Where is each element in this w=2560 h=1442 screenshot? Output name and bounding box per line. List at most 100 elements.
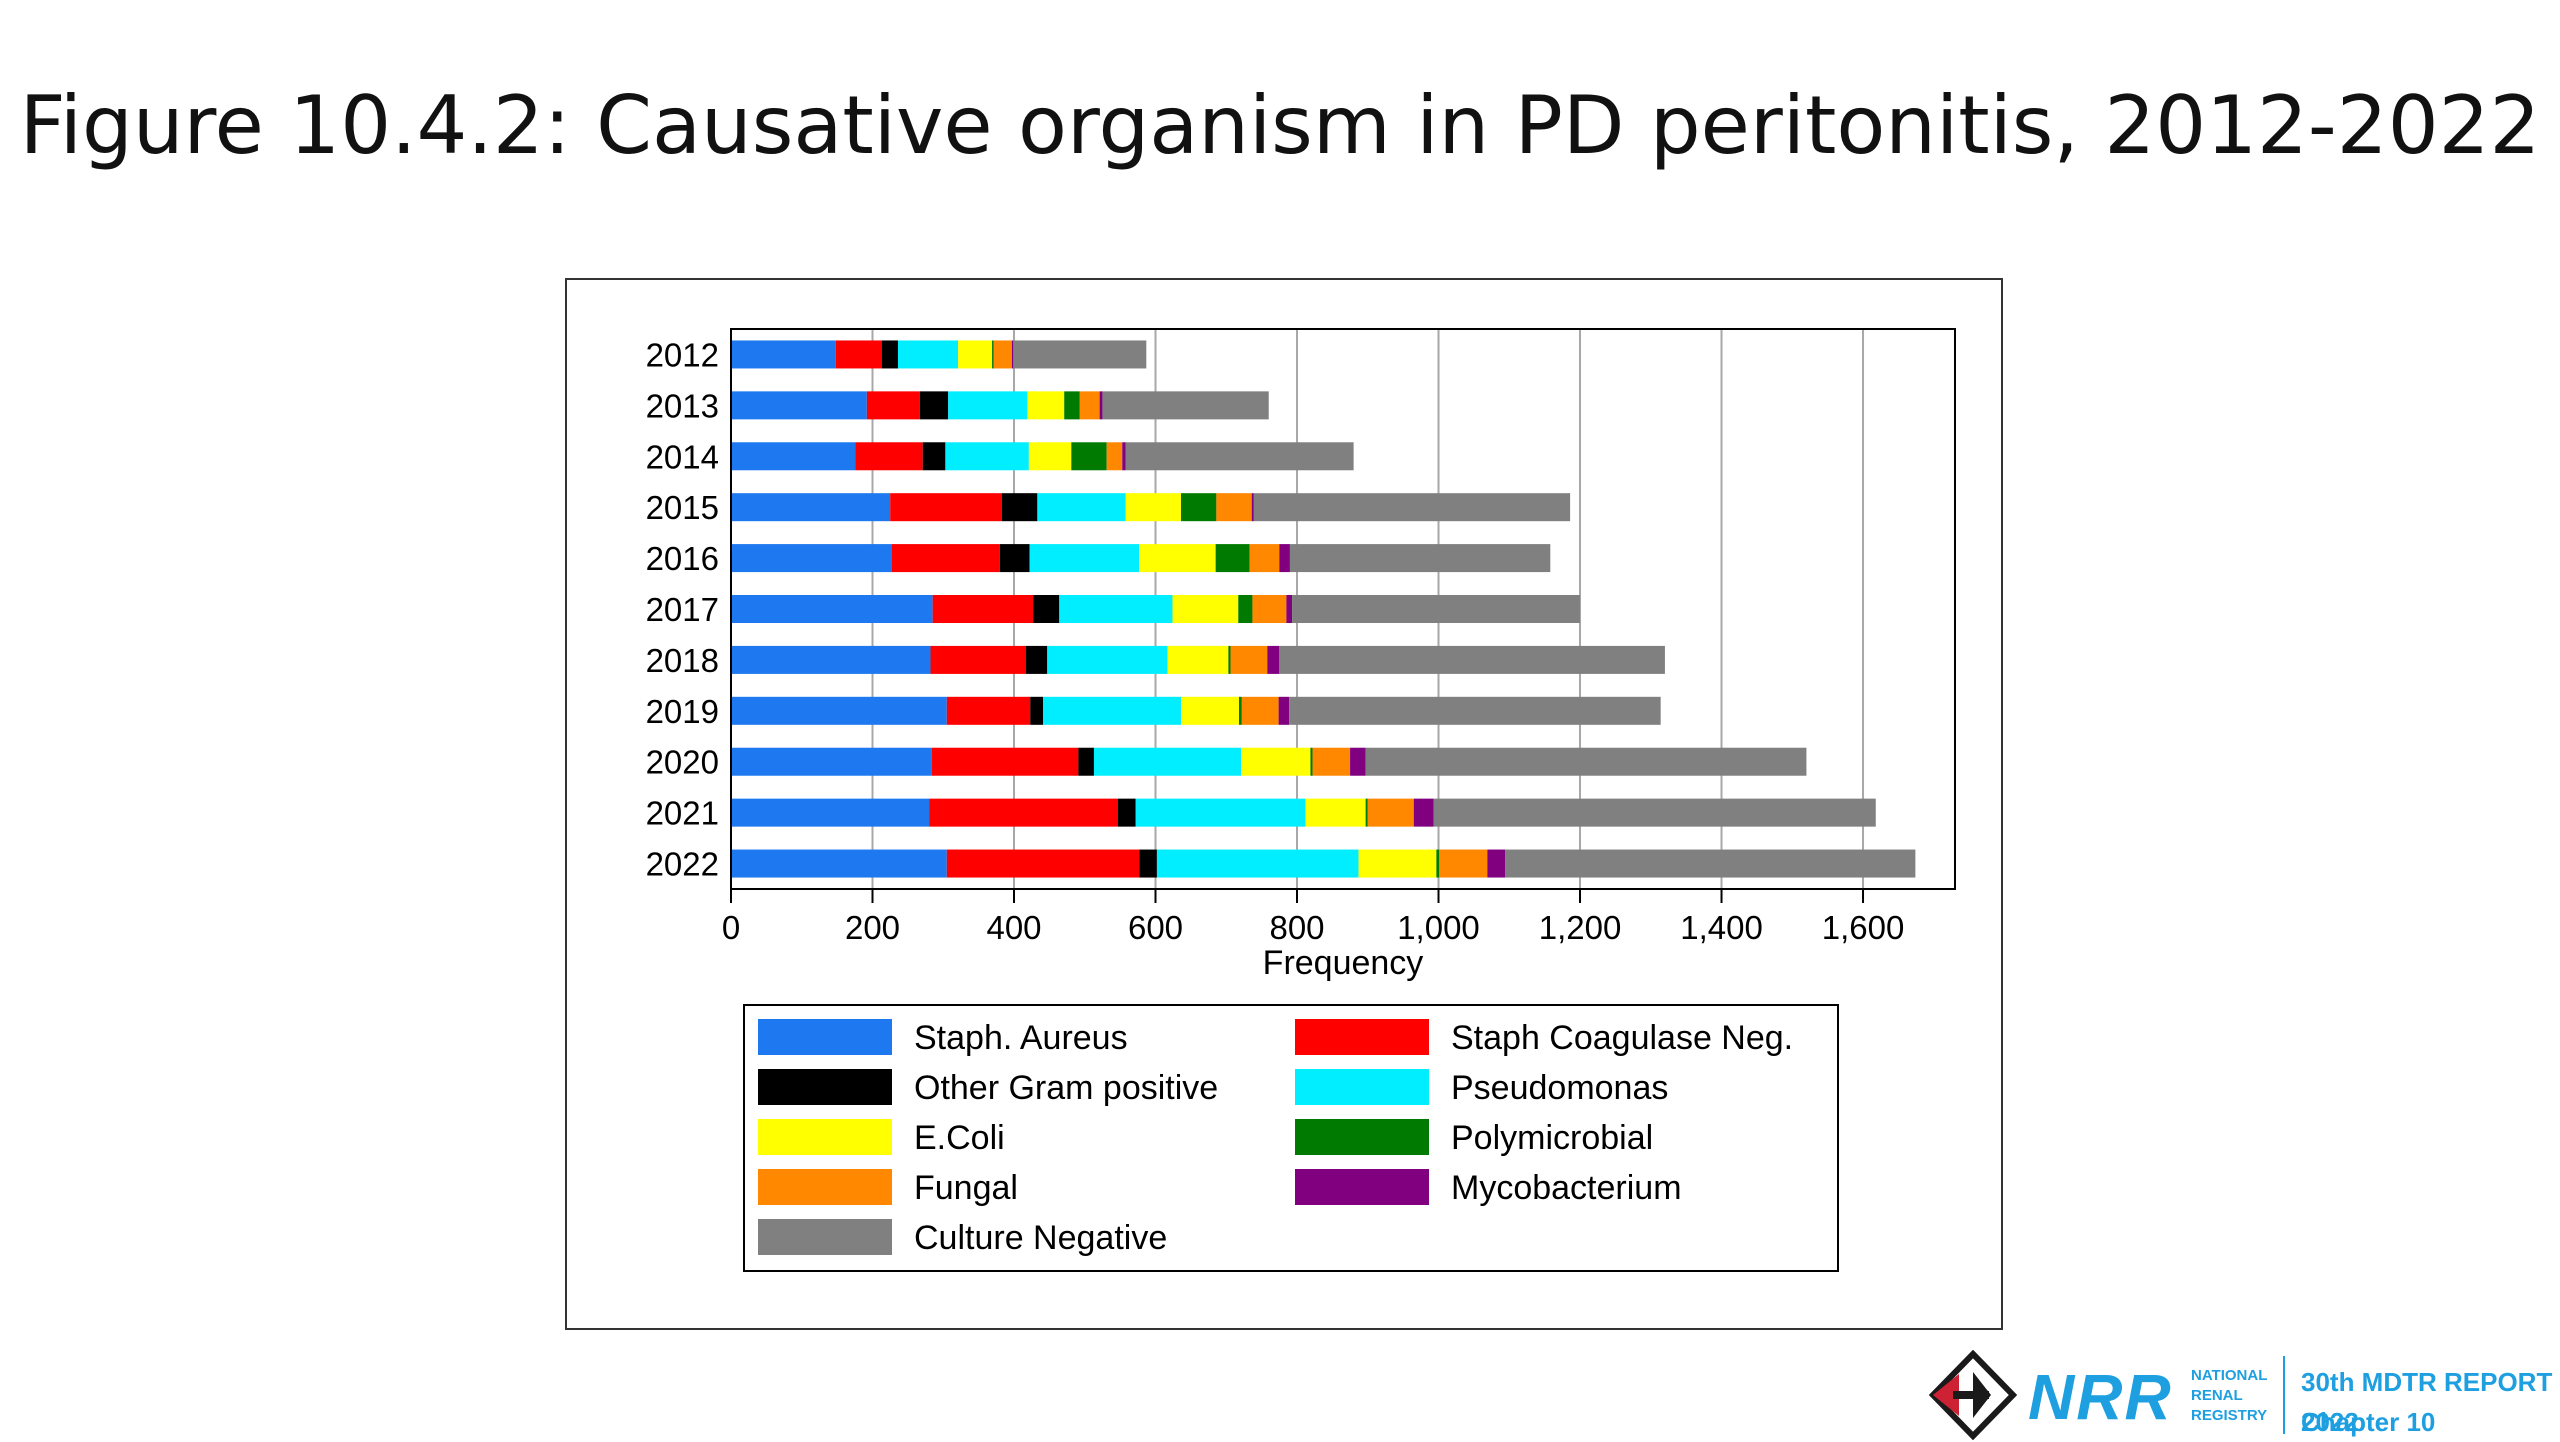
bar-segment (946, 696, 1031, 725)
bar-segment (1013, 340, 1147, 369)
bar-segment (999, 544, 1030, 573)
bar-segment (731, 340, 836, 369)
y-tick-label: 2012 (646, 336, 719, 373)
bar-segment (731, 493, 891, 522)
x-tick-label: 0 (722, 909, 740, 946)
bar-segment (1292, 595, 1581, 623)
bar-segment (1139, 544, 1216, 573)
bar-segment (1505, 849, 1916, 878)
legend-swatch (1295, 1169, 1429, 1205)
bar-segment (881, 340, 898, 369)
report-label: 30th MDTR REPORT 2022 Chapter 10 (2301, 1362, 2560, 1442)
legend-label: E.Coli (914, 1119, 1005, 1157)
bar-segment (1029, 544, 1140, 573)
bar-segment (1122, 442, 1126, 471)
bar-segment (1289, 544, 1551, 573)
nrr-sub-line-1: NATIONAL (2191, 1367, 2268, 1384)
legend-swatch (1295, 1069, 1429, 1105)
legend-label: Culture Negative (914, 1219, 1167, 1257)
bar-segment (1079, 391, 1100, 420)
y-tick-label: 2014 (646, 438, 719, 475)
bar-segment (1047, 645, 1168, 674)
bar-segment (1078, 747, 1094, 776)
stacked-bar-chart: 2012 2013 2014 2015 2016 2017 2018 2019 2020 2021… (646, 328, 1956, 1272)
y-tick-label: 2021 (646, 795, 719, 832)
nrr-logo-text: NRR (2028, 1361, 2173, 1433)
bar-segment (1102, 391, 1269, 420)
bar-segment (1011, 340, 1014, 369)
bar-segment (897, 340, 959, 369)
bar-segment (948, 391, 1028, 420)
x-tick-label: 800 (1269, 909, 1324, 946)
footer: NRR NATIONAL RENAL REGISTRY 30th MDTR RE… (1925, 1350, 2560, 1440)
bar-segment (731, 645, 931, 674)
bar-segment (1413, 798, 1434, 827)
legend-swatch (758, 1019, 892, 1055)
legend-label: Fungal (914, 1169, 1018, 1207)
bar-segment (1253, 493, 1571, 522)
bar-segment (1249, 544, 1280, 573)
bar-segment (1037, 493, 1126, 522)
y-tick-label: 2017 (646, 591, 719, 628)
bar-segment (731, 849, 947, 878)
bar-segment (1305, 798, 1366, 827)
bar-segment (945, 442, 1029, 471)
y-tick-label: 2019 (646, 693, 719, 730)
bar-segment (890, 493, 1002, 522)
legend-swatch (758, 1069, 892, 1105)
bar-segment (1279, 645, 1665, 674)
bar-segment (1001, 493, 1038, 522)
y-tick-label: 2016 (646, 540, 719, 577)
legend-box (743, 1004, 1839, 1272)
bar-segment (1043, 696, 1181, 725)
bar-segment (731, 696, 947, 725)
bar-segment (1125, 442, 1354, 471)
bar-segment (1365, 747, 1807, 776)
bar-segment (1358, 849, 1437, 878)
bar-segment (1241, 747, 1311, 776)
bar-segment (946, 849, 1140, 878)
bar-segment (1030, 696, 1044, 725)
bar-segment (1118, 798, 1136, 827)
bar-segment (993, 340, 1012, 369)
legend-label: Staph Coagulase Neg. (1451, 1019, 1793, 1057)
bar-segment (1215, 544, 1250, 573)
x-axis-label: Frequency (1263, 944, 1424, 982)
legend-swatch (1295, 1019, 1429, 1055)
y-tick-label: 2013 (646, 387, 719, 424)
nrr-sub-line-3: REGISTRY (2191, 1407, 2268, 1424)
bar-segment (1279, 544, 1290, 573)
bar-segment (1216, 493, 1252, 522)
y-tick-label: 2022 (646, 846, 719, 883)
legend-label: Staph. Aureus (914, 1019, 1128, 1057)
bar-segment (1093, 747, 1242, 776)
legend-label: Pseudomonas (1451, 1069, 1668, 1107)
bar-segment (731, 595, 933, 623)
bar-segment (1439, 849, 1488, 878)
y-tick-label: 2018 (646, 642, 719, 679)
bar-segment (1241, 696, 1279, 725)
legend-swatch (758, 1119, 892, 1155)
bar-segment (1238, 595, 1253, 623)
y-tick-label: 2015 (646, 489, 719, 526)
bar-segment (1436, 849, 1440, 878)
bar-segment (931, 747, 1079, 776)
bar-segment (731, 798, 930, 827)
bar-segment (1172, 595, 1239, 623)
y-tick-label: 2020 (646, 744, 719, 781)
bar-segment (1286, 595, 1293, 623)
x-tick-label: 1,000 (1397, 909, 1480, 946)
bar-segment (922, 442, 946, 471)
bar-segment (1310, 747, 1313, 776)
bar-segment (1228, 645, 1231, 674)
bar-segment (1180, 696, 1239, 725)
chart-frame: 2012 2013 2014 2015 2016 2017 2018 2019 2020 2021… (565, 278, 2003, 1330)
bar-segment (891, 544, 1000, 573)
bar-segment (731, 442, 856, 471)
bar-segment (1167, 645, 1229, 674)
bar-segment (1139, 849, 1157, 878)
slide-title: Figure 10.4.2: Causative organism in PD … (19, 79, 2541, 172)
bar-segment (1433, 798, 1876, 827)
bar-segment (1059, 595, 1173, 623)
bar-segment (1230, 645, 1268, 674)
